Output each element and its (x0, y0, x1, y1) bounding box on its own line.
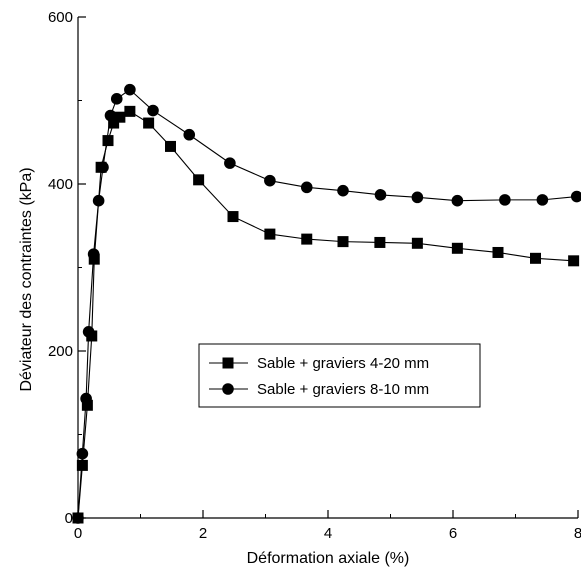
data-point (411, 191, 424, 204)
legend-marker (222, 383, 234, 395)
data-point (104, 109, 117, 122)
data-point (227, 211, 239, 223)
data-point (530, 252, 541, 264)
series-line (77, 88, 577, 519)
y-axis-title: Déviateur des contraintes (kPa) (18, 167, 35, 391)
data-point (492, 246, 504, 258)
data-point (87, 248, 100, 260)
data-point (568, 255, 580, 267)
y-tick-label: 600 (48, 9, 73, 26)
legend-entry-2: Sable + graviers 8-10 mm (257, 381, 429, 398)
series-1 (72, 105, 580, 524)
x-tick-label: 0 (74, 525, 82, 542)
data-point (114, 111, 126, 123)
data-point (193, 174, 205, 186)
data-point (451, 194, 464, 207)
data-point (300, 181, 313, 194)
legend-box (198, 343, 481, 408)
data-point (108, 117, 120, 129)
x-tick-label: 8 (574, 525, 581, 542)
x-axis-title: Déformation axiale (%) (247, 550, 410, 567)
data-point (165, 140, 176, 152)
data-point (76, 447, 89, 460)
data-point (102, 135, 114, 147)
y-tick-label: 0 (65, 510, 73, 527)
series-layer (72, 83, 581, 524)
data-point (301, 233, 313, 245)
data-point (183, 128, 196, 141)
data-point (124, 83, 136, 96)
data-point (499, 194, 511, 206)
legend: Sable + graviers 4-20 mm Sable + graviers… (198, 343, 481, 408)
data-point (264, 228, 276, 240)
data-point (81, 399, 93, 411)
data-point (337, 184, 349, 197)
x-tick-label: 6 (449, 525, 457, 542)
data-point (374, 236, 386, 248)
data-point (97, 161, 109, 174)
axes: 0 2 4 6 8 0 200 400 600 Déformation axiale (%) Dév… (18, 9, 581, 567)
data-point (224, 157, 236, 169)
data-point (124, 105, 136, 117)
data-point (264, 174, 276, 187)
legend-entry-1: Sable + graviers 4-20 mm (257, 355, 429, 372)
data-point (143, 117, 155, 129)
data-point (536, 194, 549, 206)
data-point (337, 236, 349, 248)
legend-marker (222, 357, 234, 369)
data-point (147, 104, 159, 117)
data-point (411, 237, 423, 249)
data-point (110, 93, 123, 105)
data-point (374, 189, 387, 201)
data-point (570, 190, 581, 203)
y-tick-label: 400 (48, 176, 73, 193)
series-2 (72, 83, 581, 524)
y-tick-label: 200 (48, 343, 73, 360)
data-point (72, 512, 84, 524)
series-line (77, 110, 574, 519)
data-point (92, 194, 105, 207)
x-tick-label: 2 (199, 525, 207, 542)
data-point (451, 242, 463, 254)
data-point (80, 392, 92, 405)
x-tick-label: 4 (324, 525, 332, 542)
data-point (76, 459, 88, 471)
data-point (82, 325, 95, 338)
